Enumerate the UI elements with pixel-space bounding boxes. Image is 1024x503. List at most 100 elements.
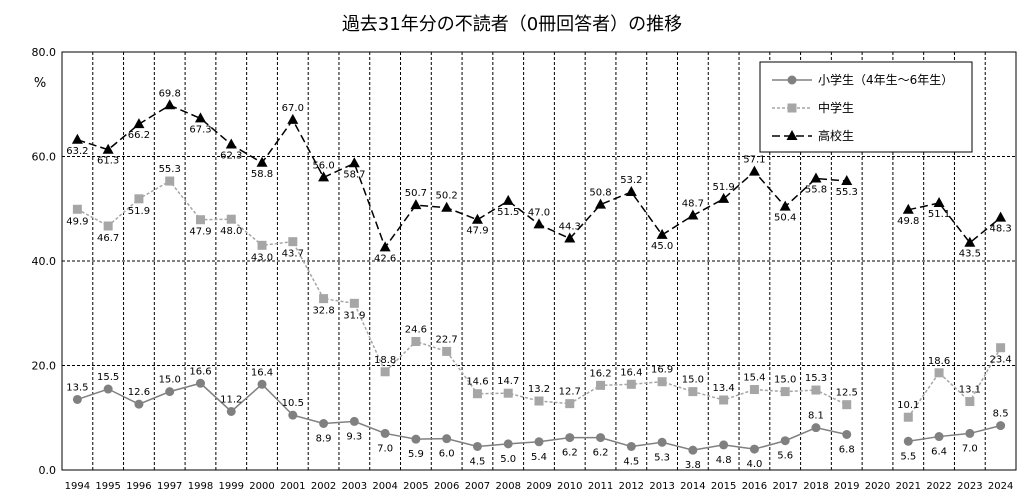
data-point (288, 237, 298, 247)
data-point (626, 379, 636, 389)
x-axis: 1994 1995 1996 1997 1998 1999 2000 2001 2002 2003… (65, 52, 1013, 492)
legend-entry: 中学生 (818, 100, 854, 115)
data-label: 45.0 (651, 241, 673, 252)
data-label: 62.3 (220, 150, 242, 161)
y-tick-label: 0.0 (39, 464, 57, 477)
data-label: 16.4 (251, 367, 273, 378)
data-label: 13.2 (528, 384, 550, 395)
data-label: 43.0 (251, 252, 273, 263)
data-label: 42.6 (374, 253, 396, 264)
data-point (380, 367, 390, 377)
data-point (72, 204, 82, 214)
data-label: 67.0 (282, 103, 304, 114)
data-label: 16.2 (589, 368, 611, 379)
data-label: 56.0 (312, 160, 334, 171)
data-label: 58.7 (343, 169, 365, 180)
x-tick-label: 2017 (772, 481, 797, 492)
data-point (810, 172, 822, 183)
data-point (657, 377, 667, 387)
data-point (903, 412, 913, 422)
data-point (256, 156, 268, 167)
data-point (626, 441, 636, 451)
data-point (811, 423, 821, 433)
data-point (287, 113, 299, 124)
data-point (934, 432, 944, 442)
data-point (996, 421, 1006, 431)
data-point (472, 389, 482, 399)
data-label: 6.8 (839, 444, 855, 455)
data-point (134, 194, 144, 204)
data-point (195, 378, 205, 388)
data-point (719, 440, 729, 450)
data-point (411, 336, 421, 346)
data-point (164, 99, 176, 110)
data-label: 51.9 (713, 182, 735, 193)
data-label: 50.4 (774, 213, 796, 224)
data-label: 51.5 (497, 207, 519, 218)
x-tick-label: 2005 (403, 481, 428, 492)
x-tick-label: 1997 (157, 481, 182, 492)
y-axis-label: % (34, 76, 46, 91)
data-point (625, 186, 637, 197)
data-label: 49.8 (897, 216, 919, 227)
series-line (907, 347, 1002, 418)
legend-marker (787, 75, 797, 85)
y-tick-label: 80.0 (32, 46, 57, 59)
x-tick-label: 2019 (834, 481, 859, 492)
data-point (503, 439, 513, 449)
data-point (257, 379, 267, 389)
data-label: 51.1 (928, 209, 950, 220)
data-label: 10.1 (897, 400, 919, 411)
data-point (257, 240, 267, 250)
data-point (780, 387, 790, 397)
data-point (165, 176, 175, 186)
data-point (71, 133, 83, 144)
data-label: 49.9 (66, 216, 88, 227)
data-label: 50.7 (405, 188, 427, 199)
data-point (595, 198, 607, 209)
data-point (688, 445, 698, 455)
x-tick-label: 1994 (65, 481, 90, 492)
data-point (349, 416, 359, 426)
data-point (411, 434, 421, 444)
data-point (933, 197, 945, 208)
data-label: 5.6 (777, 451, 793, 462)
data-point (502, 194, 514, 205)
x-tick-label: 2022 (926, 481, 951, 492)
data-label: 3.8 (685, 460, 701, 471)
x-tick-label: 2016 (742, 481, 767, 492)
data-label: 53.2 (620, 175, 642, 186)
data-point (811, 385, 821, 395)
data-label: 15.0 (159, 375, 181, 386)
data-label: 50.8 (589, 188, 611, 199)
data-point (442, 434, 452, 444)
y-tick-label: 40.0 (32, 255, 57, 268)
series-line (908, 424, 1001, 443)
data-point (133, 118, 145, 129)
data-label: 43.5 (959, 249, 981, 260)
x-tick-label: 2018 (803, 481, 828, 492)
data-label: 4.8 (716, 455, 732, 466)
data-label: 6.2 (562, 448, 578, 459)
data-label: 48.3 (989, 224, 1011, 235)
data-label: 15.0 (682, 375, 704, 386)
data-point (194, 112, 206, 123)
data-point (996, 343, 1006, 353)
x-tick-label: 1996 (126, 481, 151, 492)
data-point (380, 428, 390, 438)
data-point (657, 437, 667, 447)
data-point (779, 200, 791, 211)
data-point (842, 400, 852, 410)
data-label: 5.4 (531, 452, 547, 463)
data-label: 32.8 (312, 306, 334, 317)
data-point (688, 387, 698, 397)
data-point (226, 214, 236, 224)
data-point (965, 428, 975, 438)
data-point (226, 406, 236, 416)
x-tick-label: 2020 (865, 481, 890, 492)
data-label: 13.1 (959, 385, 981, 396)
data-point (902, 203, 914, 214)
data-label: 12.6 (128, 387, 150, 398)
